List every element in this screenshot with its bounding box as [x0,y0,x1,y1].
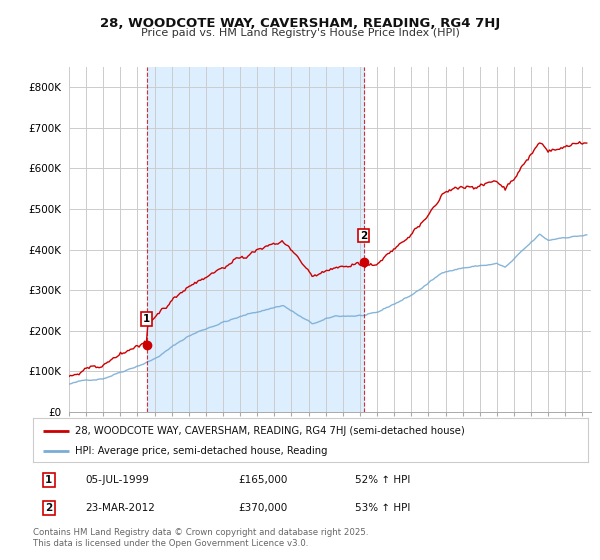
Text: Contains HM Land Registry data © Crown copyright and database right 2025.
This d: Contains HM Land Registry data © Crown c… [33,528,368,548]
Text: 1: 1 [143,314,151,324]
Text: 52% ↑ HPI: 52% ↑ HPI [355,475,410,485]
Text: 28, WOODCOTE WAY, CAVERSHAM, READING, RG4 7HJ: 28, WOODCOTE WAY, CAVERSHAM, READING, RG… [100,17,500,30]
Text: HPI: Average price, semi-detached house, Reading: HPI: Average price, semi-detached house,… [74,446,327,456]
Text: 2: 2 [360,231,367,241]
Text: £370,000: £370,000 [238,503,287,513]
Text: 2: 2 [45,503,52,513]
Text: 53% ↑ HPI: 53% ↑ HPI [355,503,410,513]
Text: £165,000: £165,000 [238,475,288,485]
Bar [147,67,364,412]
Text: 28, WOODCOTE WAY, CAVERSHAM, READING, RG4 7HJ (semi-detached house): 28, WOODCOTE WAY, CAVERSHAM, READING, RG… [74,426,464,436]
Text: 23-MAR-2012: 23-MAR-2012 [86,503,155,513]
Text: 05-JUL-1999: 05-JUL-1999 [86,475,149,485]
Text: Price paid vs. HM Land Registry's House Price Index (HPI): Price paid vs. HM Land Registry's House … [140,28,460,38]
Text: 1: 1 [45,475,52,485]
